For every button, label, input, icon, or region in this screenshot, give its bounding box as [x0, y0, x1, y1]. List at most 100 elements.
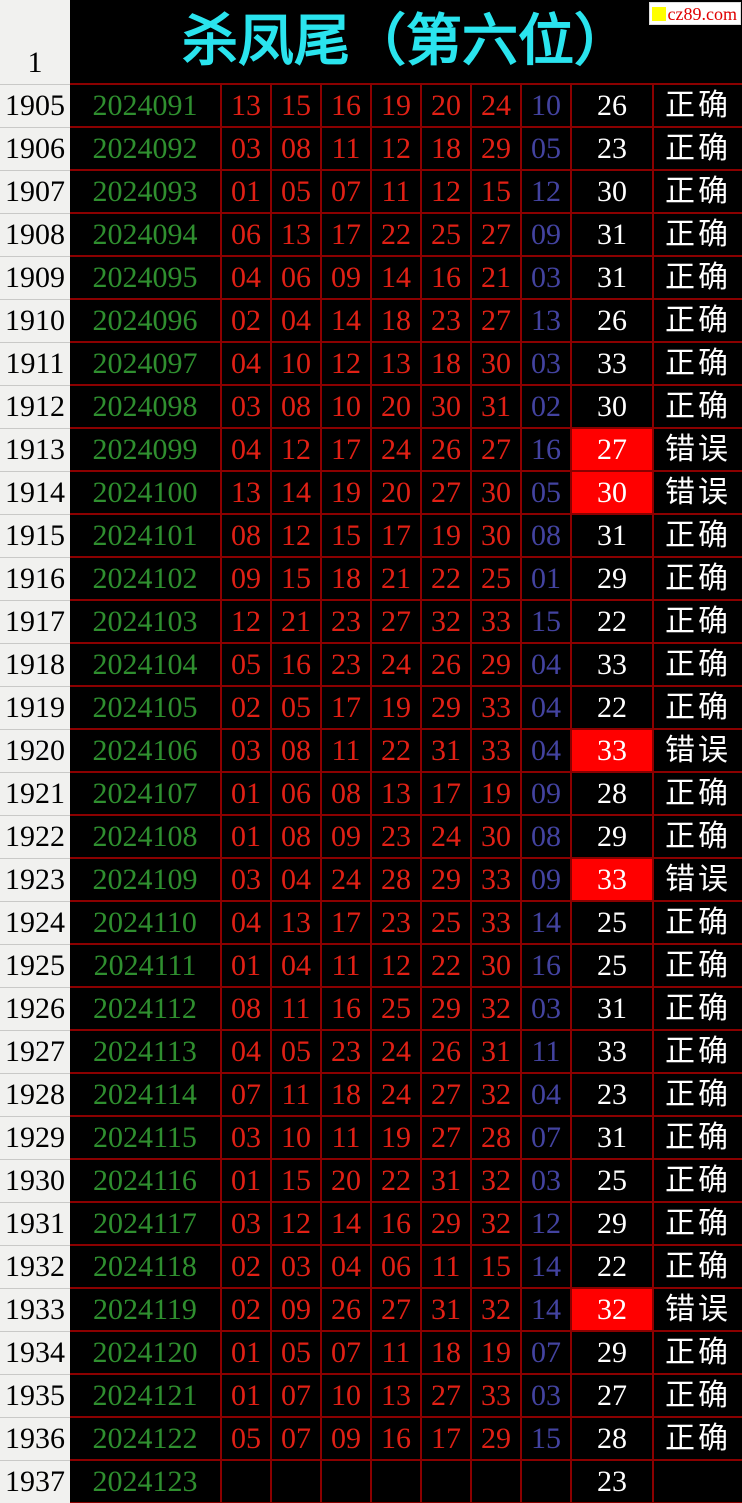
site-watermark[interactable]: cz89.com: [648, 2, 741, 25]
row-seq-label: 1928: [0, 1074, 70, 1117]
red-ball-cell: 22: [422, 945, 472, 988]
red-ball-cell: 13: [222, 85, 272, 128]
blue-ball-cell: 09: [522, 859, 572, 902]
status-cell: 正确: [654, 1418, 742, 1461]
red-ball-cell: 24: [372, 429, 422, 472]
red-ball-cell: 09: [322, 1418, 372, 1461]
red-ball-cell: 12: [422, 171, 472, 214]
red-ball-cell: 04: [222, 902, 272, 945]
red-ball-cell: 24: [472, 85, 522, 128]
result-cell: 23: [572, 128, 654, 171]
period-cell: 2024103: [70, 601, 222, 644]
blue-ball-cell: 05: [522, 472, 572, 515]
result-cell: 25: [572, 945, 654, 988]
red-ball-cell: 14: [322, 1203, 372, 1246]
red-ball-cell: 01: [222, 1332, 272, 1375]
red-ball-cell: 11: [322, 1117, 372, 1160]
result-cell: 29: [572, 1332, 654, 1375]
table-row: 1930 2024116 01 15 20 22 31 32 03 25 正确: [0, 1160, 742, 1203]
header-index-cell: 1: [0, 0, 70, 85]
red-ball-cell: 32: [472, 988, 522, 1031]
red-ball-cell: 29: [472, 128, 522, 171]
table-row: 1929 2024115 03 10 11 19 27 28 07 31 正确: [0, 1117, 742, 1160]
red-ball-cell: 33: [472, 730, 522, 773]
status-cell: 错误: [654, 1289, 742, 1332]
blue-ball-cell: 10: [522, 85, 572, 128]
period-cell: 2024113: [70, 1031, 222, 1074]
status-cell: 正确: [654, 945, 742, 988]
blue-ball-cell: 15: [522, 1418, 572, 1461]
period-cell: 2024110: [70, 902, 222, 945]
red-ball-cell: 05: [272, 1332, 322, 1375]
table-row: 1922 2024108 01 08 09 23 24 30 08 29 正确: [0, 816, 742, 859]
row-seq-label: 1917: [0, 601, 70, 644]
blue-ball-cell: 04: [522, 644, 572, 687]
red-ball-cell: 11: [272, 1074, 322, 1117]
status-cell: 正确: [654, 773, 742, 816]
period-cell: 2024112: [70, 988, 222, 1031]
period-cell: 2024107: [70, 773, 222, 816]
red-ball-cell: [322, 1461, 372, 1503]
red-ball-cell: 06: [272, 257, 322, 300]
result-cell: 22: [572, 1246, 654, 1289]
status-cell: 正确: [654, 386, 742, 429]
red-ball-cell: 20: [422, 85, 472, 128]
red-ball-cell: 09: [222, 558, 272, 601]
blue-ball-cell: 15: [522, 601, 572, 644]
red-ball-cell: 07: [272, 1418, 322, 1461]
red-ball-cell: 28: [472, 1117, 522, 1160]
status-cell: 正确: [654, 988, 742, 1031]
blue-ball-cell: 03: [522, 1375, 572, 1418]
table-row: 1937 2024123 23: [0, 1461, 742, 1503]
red-ball-cell: 17: [322, 429, 372, 472]
red-ball-cell: 23: [372, 902, 422, 945]
table-row: 1918 2024104 05 16 23 24 26 29 04 33 正确: [0, 644, 742, 687]
table-row: 1928 2024114 07 11 18 24 27 32 04 23 正确: [0, 1074, 742, 1117]
blue-ball-cell: 04: [522, 1074, 572, 1117]
result-cell: 33: [572, 644, 654, 687]
red-ball-cell: 30: [472, 816, 522, 859]
red-ball-cell: 30: [422, 386, 472, 429]
period-cell: 2024108: [70, 816, 222, 859]
red-ball-cell: 02: [222, 687, 272, 730]
red-ball-cell: 20: [372, 472, 422, 515]
blue-ball-cell: 16: [522, 429, 572, 472]
red-ball-cell: 13: [272, 214, 322, 257]
status-cell: 正确: [654, 1031, 742, 1074]
red-ball-cell: 17: [422, 1418, 472, 1461]
period-cell: 2024117: [70, 1203, 222, 1246]
result-cell: 25: [572, 902, 654, 945]
red-ball-cell: 03: [222, 859, 272, 902]
red-ball-cell: 10: [322, 1375, 372, 1418]
red-ball-cell: 15: [272, 1160, 322, 1203]
result-cell: 27: [572, 429, 654, 472]
red-ball-cell: 17: [322, 687, 372, 730]
red-ball-cell: 17: [422, 773, 472, 816]
red-ball-cell: 07: [322, 171, 372, 214]
red-ball-cell: 12: [272, 515, 322, 558]
row-seq-label: 1934: [0, 1332, 70, 1375]
red-ball-cell: 15: [272, 85, 322, 128]
red-ball-cell: 19: [422, 515, 472, 558]
blue-ball-cell: 08: [522, 515, 572, 558]
red-ball-cell: 19: [472, 1332, 522, 1375]
red-ball-cell: 32: [472, 1160, 522, 1203]
red-ball-cell: [422, 1461, 472, 1503]
red-ball-cell: 01: [222, 1160, 272, 1203]
red-ball-cell: 18: [322, 558, 372, 601]
red-ball-cell: 01: [222, 945, 272, 988]
blue-ball-cell: 14: [522, 1246, 572, 1289]
red-ball-cell: 02: [222, 1289, 272, 1332]
row-seq-label: 1912: [0, 386, 70, 429]
result-cell: 31: [572, 1117, 654, 1160]
row-seq-label: 1921: [0, 773, 70, 816]
table-row: 1913 2024099 04 12 17 24 26 27 16 27 错误: [0, 429, 742, 472]
red-ball-cell: 15: [472, 1246, 522, 1289]
red-ball-cell: 09: [322, 257, 372, 300]
row-seq-label: 1906: [0, 128, 70, 171]
red-ball-cell: 13: [272, 902, 322, 945]
red-ball-cell: 13: [372, 343, 422, 386]
blue-ball-cell: 03: [522, 988, 572, 1031]
red-ball-cell: 08: [272, 128, 322, 171]
